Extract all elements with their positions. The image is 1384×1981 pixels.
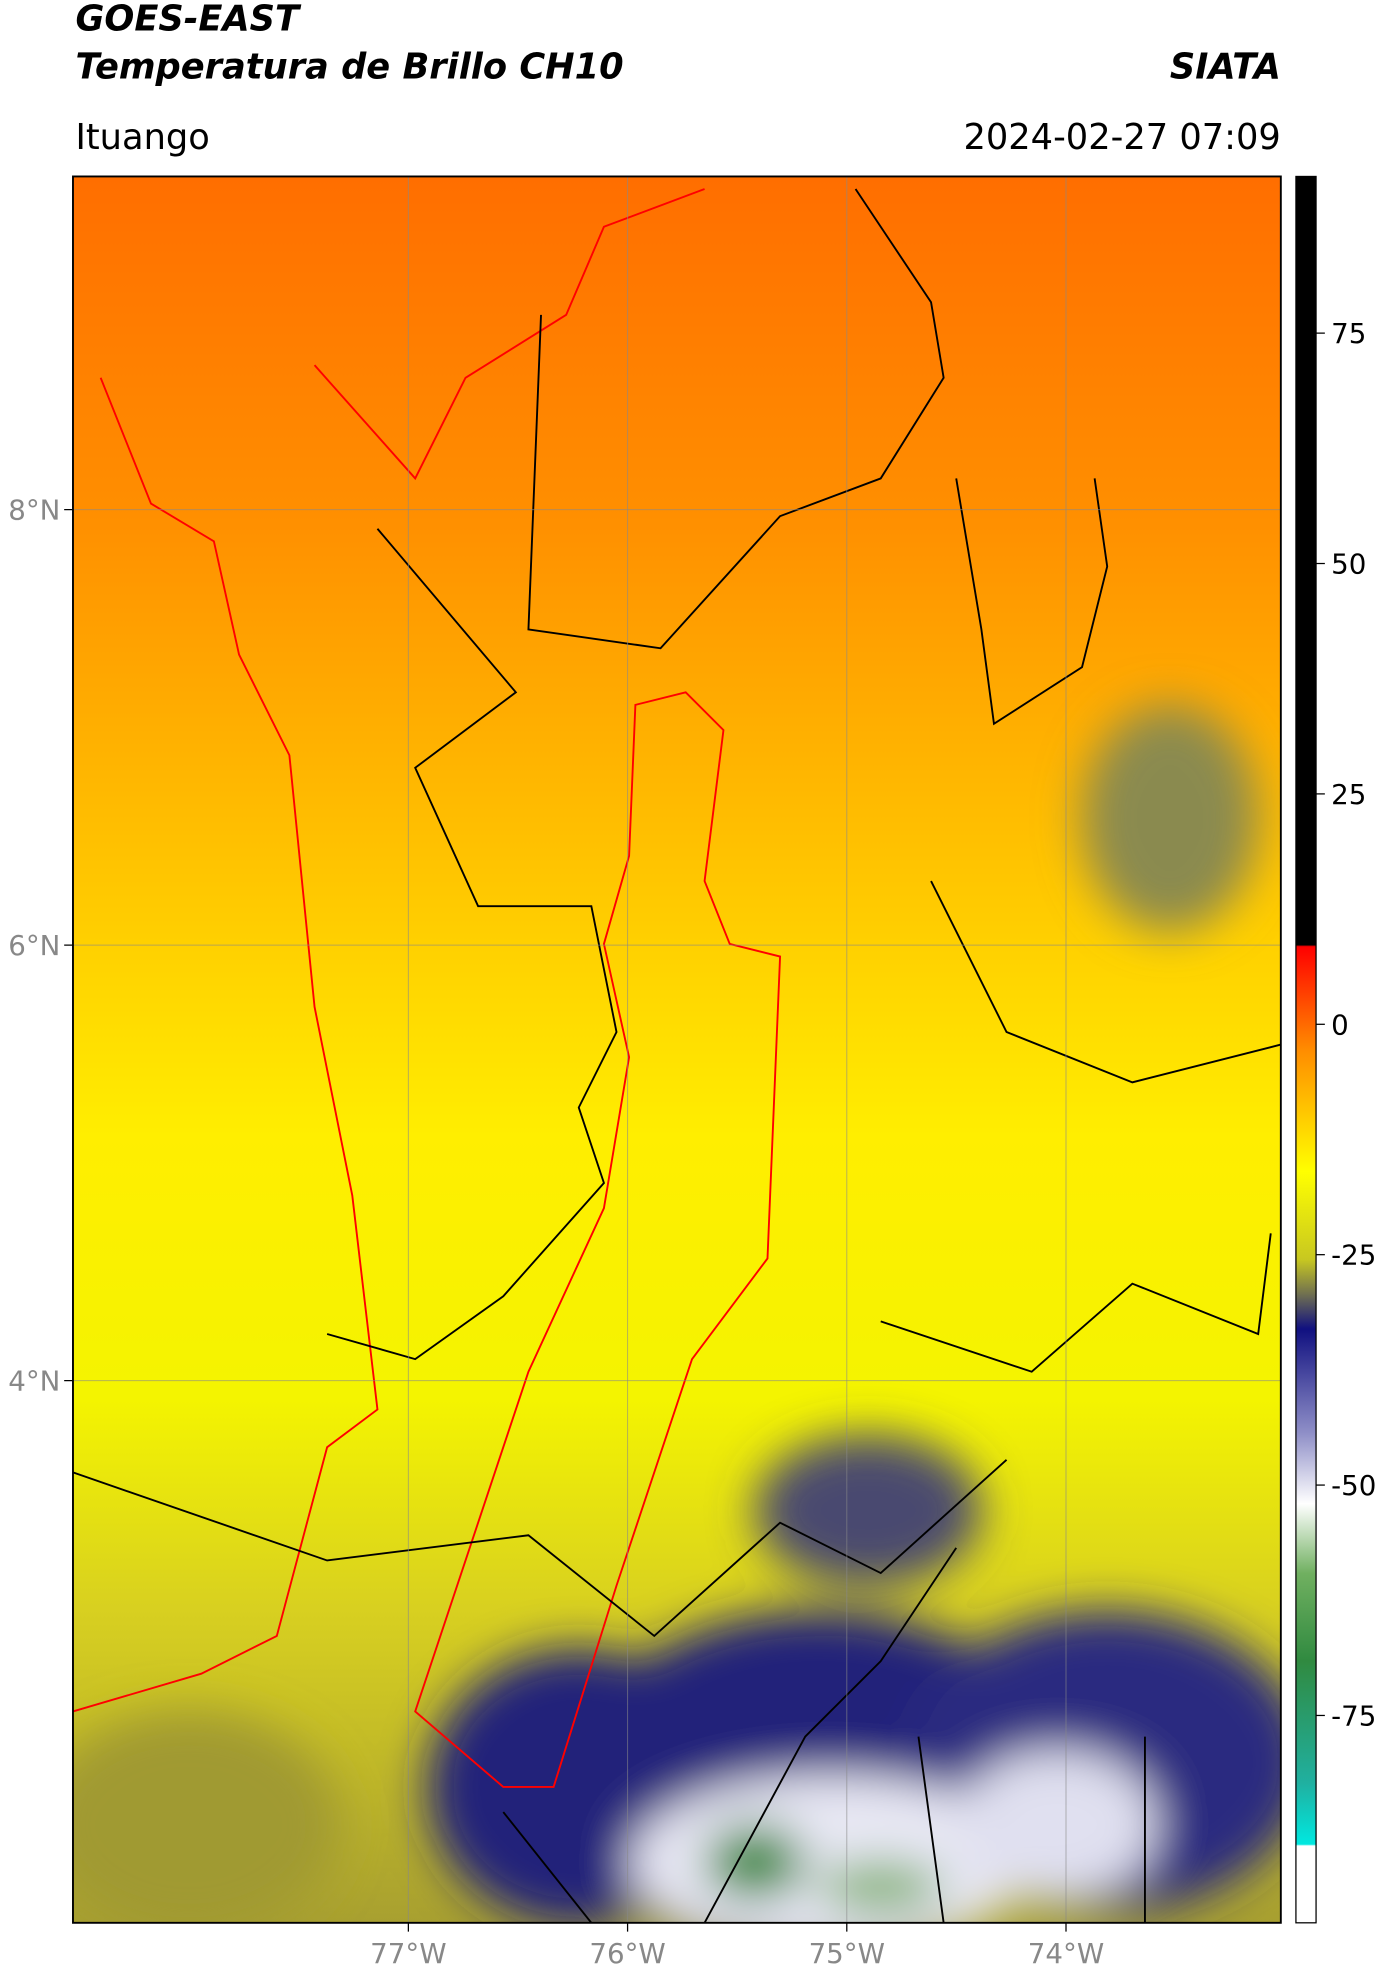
- colorbar-tick-label: 25: [1331, 778, 1366, 811]
- y-tick-label: 8°N: [8, 494, 60, 527]
- datetime: 2024-02-27 07:09: [963, 117, 1280, 158]
- colorbar-tick-label: 0: [1331, 1008, 1349, 1041]
- colorbar: [1295, 175, 1317, 1924]
- colorbar-tick-label: -25: [1331, 1239, 1376, 1272]
- region: Ituango: [75, 117, 209, 158]
- x-tick-label: 74°W: [1028, 1937, 1104, 1970]
- map-frame: [72, 175, 1282, 1924]
- grid: [72, 176, 1281, 1923]
- colorbar-tick-label: 50: [1331, 548, 1366, 581]
- map-image: [72, 176, 1281, 1923]
- title-line1: GOES-EAST: [75, 0, 302, 40]
- source: SIATA: [1170, 46, 1281, 87]
- x-tick-label: 75°W: [809, 1937, 885, 1970]
- x-tick-label: 76°W: [589, 1937, 665, 1970]
- title-line2: Temperatura de Brillo CH10: [75, 46, 623, 87]
- colorbar-tick-label: 75: [1331, 317, 1366, 350]
- y-tick-label: 4°N: [8, 1365, 60, 1398]
- colorbar-tick-label: -50: [1331, 1469, 1376, 1502]
- colorbar-tick-label: -75: [1331, 1700, 1376, 1733]
- y-tick-label: 6°N: [8, 929, 60, 962]
- x-tick-label: 77°W: [370, 1937, 446, 1970]
